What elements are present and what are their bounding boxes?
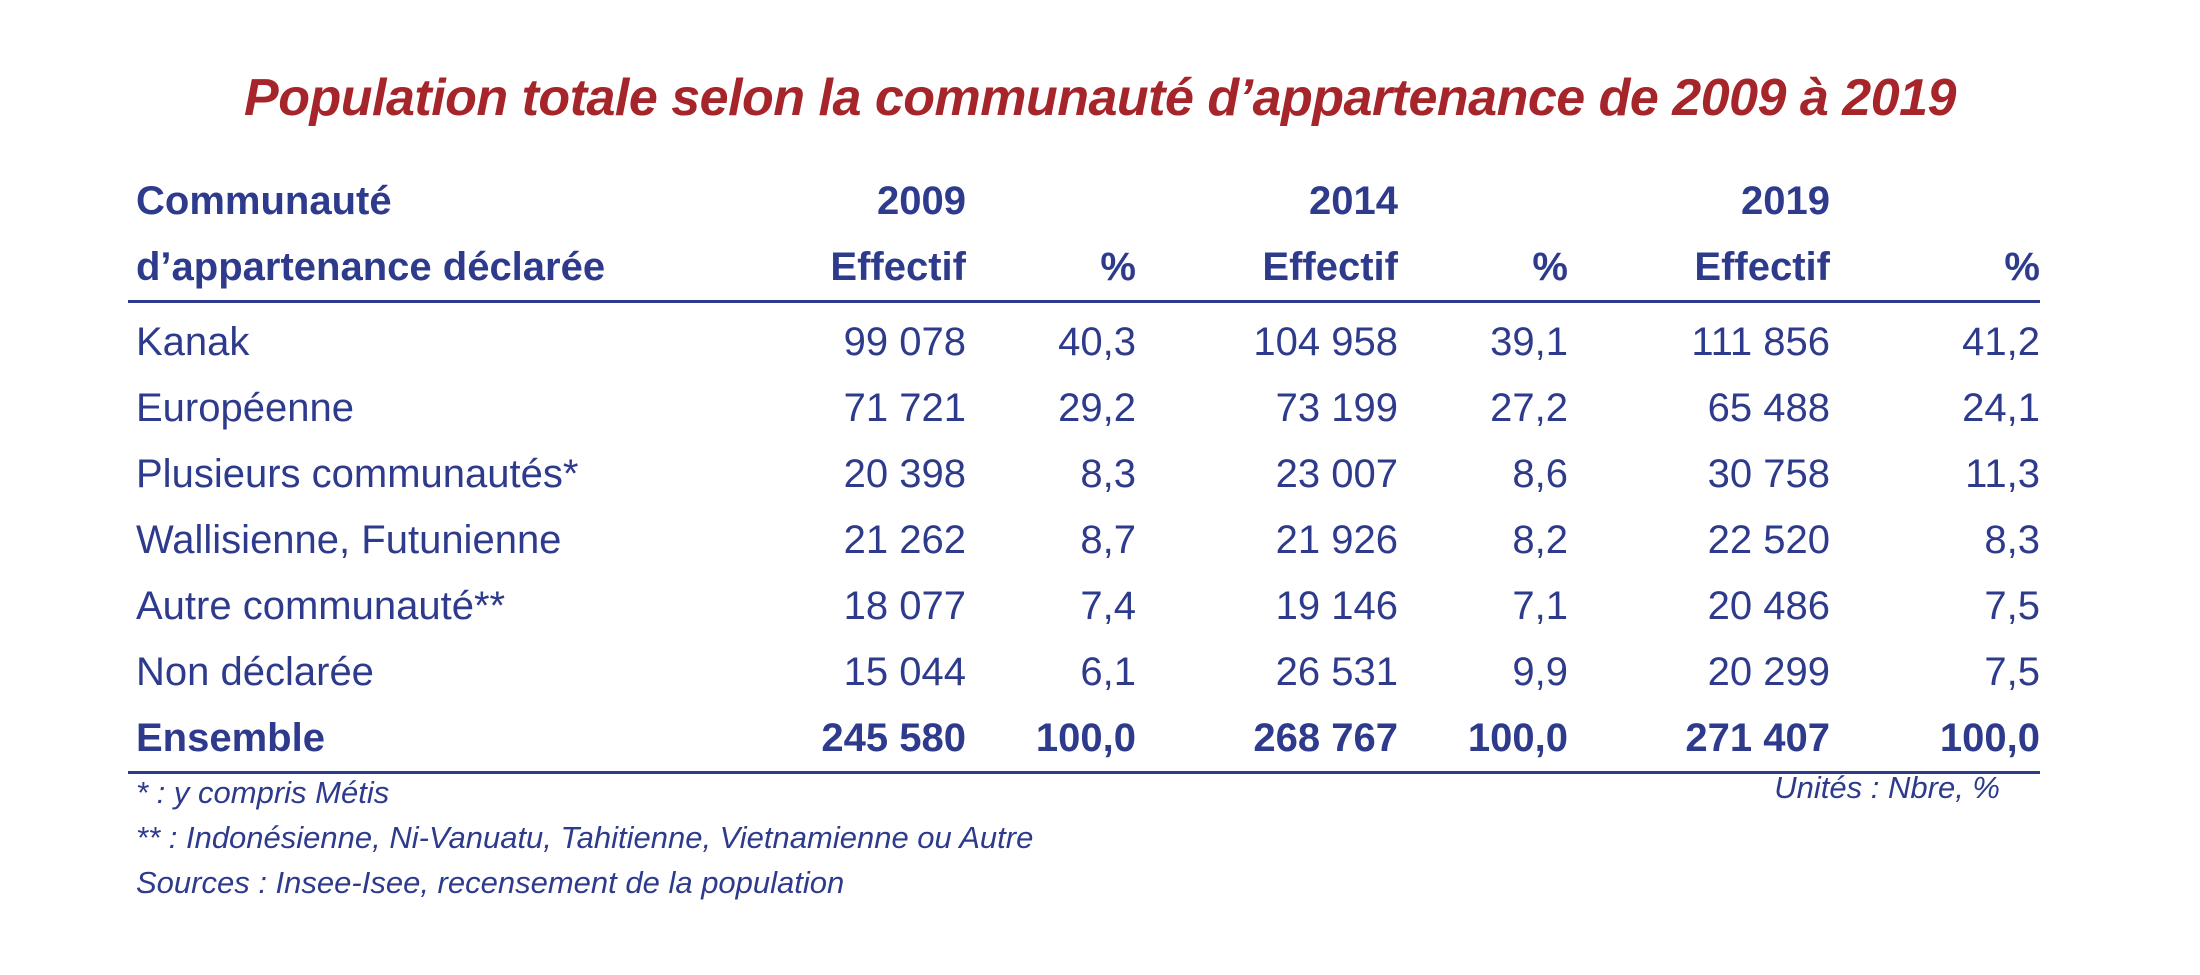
cell: 111 856 (1691, 319, 1830, 364)
cell: 20 398 (843, 451, 966, 496)
cell: 7,4 (1080, 583, 1136, 628)
header-row-years: Communauté 2009 2014 2019 (128, 168, 2040, 234)
row-label: Non déclarée (136, 649, 374, 694)
cell: 6,1 (1080, 649, 1136, 694)
cell: 268 767 (1253, 715, 1398, 760)
cell: 39,1 (1490, 319, 1568, 364)
cell: 8,3 (1080, 451, 1136, 496)
units-note: Unités : Nbre, % (1774, 770, 2000, 805)
table-row: Européenne 71 721 29,2 73 199 27,2 65 488 24,1 (128, 375, 2040, 441)
header-row-columns: d’appartenance déclarée Effectif % Effec… (128, 234, 2040, 302)
cell: 22 520 (1707, 517, 1830, 562)
cell: 27,2 (1490, 385, 1568, 430)
footnote-1: * : y compris Métis (136, 775, 390, 810)
table-row: Wallisienne, Futunienne 21 262 8,7 21 926 8,… (128, 507, 2040, 573)
table-row: Plusieurs communautés* 20 398 8,3 23 007 8,6… (128, 441, 2040, 507)
cell: 8,2 (1512, 517, 1568, 562)
header-label-line1: Communauté (136, 178, 392, 223)
cell: 8,6 (1512, 451, 1568, 496)
cell: 271 407 (1685, 715, 1830, 760)
col-pct-2014: % (1532, 244, 1568, 289)
cell: 104 958 (1253, 319, 1398, 364)
cell: 73 199 (1275, 385, 1398, 430)
cell: 100,0 (1939, 715, 2040, 760)
table-row: Autre communauté** 18 077 7,4 19 146 7,1 20 4… (128, 573, 2040, 639)
row-label: Européenne (136, 385, 354, 430)
cell: 20 299 (1707, 649, 1830, 694)
cell: 30 758 (1707, 451, 1830, 496)
year-2014: 2014 (1309, 178, 1398, 223)
cell: 24,1 (1962, 385, 2040, 430)
cell: 15 044 (843, 649, 966, 694)
cell: 40,3 (1058, 319, 1136, 364)
cell: 41,2 (1962, 319, 2040, 364)
total-row: Ensemble 245 580 100,0 268 767 100,0 271… (128, 705, 2040, 773)
cell: 21 262 (843, 517, 966, 562)
table-title: Population totale selon la communauté d’… (244, 69, 1956, 127)
cell: 71 721 (843, 385, 966, 430)
year-2019: 2019 (1741, 178, 1830, 223)
population-table: Communauté 2009 2014 2019 d’appartenance… (128, 168, 2040, 774)
cell: 11,3 (1965, 451, 2040, 496)
row-label: Wallisienne, Futunienne (136, 517, 562, 562)
col-effectif-2019: Effectif (1694, 244, 1830, 289)
year-2009: 2009 (877, 178, 966, 223)
cell: 21 926 (1275, 517, 1398, 562)
col-effectif-2014: Effectif (1262, 244, 1398, 289)
cell: 18 077 (843, 583, 966, 628)
cell: 8,3 (1984, 517, 2040, 562)
cell: 65 488 (1707, 385, 1830, 430)
cell: 23 007 (1275, 451, 1398, 496)
cell: 7,1 (1512, 583, 1568, 628)
row-label: Plusieurs communautés* (136, 451, 579, 496)
header-label-line2: d’appartenance déclarée (136, 244, 606, 289)
cell: 8,7 (1080, 517, 1136, 562)
cell: 26 531 (1275, 649, 1398, 694)
cell: 19 146 (1275, 583, 1398, 628)
col-pct-2009: % (1100, 244, 1136, 289)
cell: 245 580 (821, 715, 966, 760)
footnote-sources: Sources : Insee-Isee, recensement de la … (136, 865, 845, 900)
footnote-2: ** : Indonésienne, Ni-Vanuatu, Tahitienn… (136, 820, 1034, 855)
footnotes: * : y compris Métis ** : Indonésienne, N… (136, 770, 1033, 905)
cell: 7,5 (1984, 583, 2040, 628)
cell: 100,0 (1035, 715, 1136, 760)
cell: 29,2 (1058, 385, 1136, 430)
row-label: Autre communauté** (136, 583, 506, 628)
table-row: Kanak 99 078 40,3 104 958 39,1 111 856 41,2 (128, 302, 2040, 376)
cell: 99 078 (843, 319, 966, 364)
cell: 20 486 (1707, 583, 1830, 628)
col-effectif-2009: Effectif (830, 244, 966, 289)
row-label: Ensemble (136, 715, 325, 760)
table-row: Non déclarée 15 044 6,1 26 531 9,9 20 299 7,5 (128, 639, 2040, 705)
col-pct-2019: % (2004, 244, 2040, 289)
cell: 100,0 (1467, 715, 1568, 760)
cell: 7,5 (1984, 649, 2040, 694)
row-label: Kanak (136, 319, 250, 364)
cell: 9,9 (1512, 649, 1568, 694)
